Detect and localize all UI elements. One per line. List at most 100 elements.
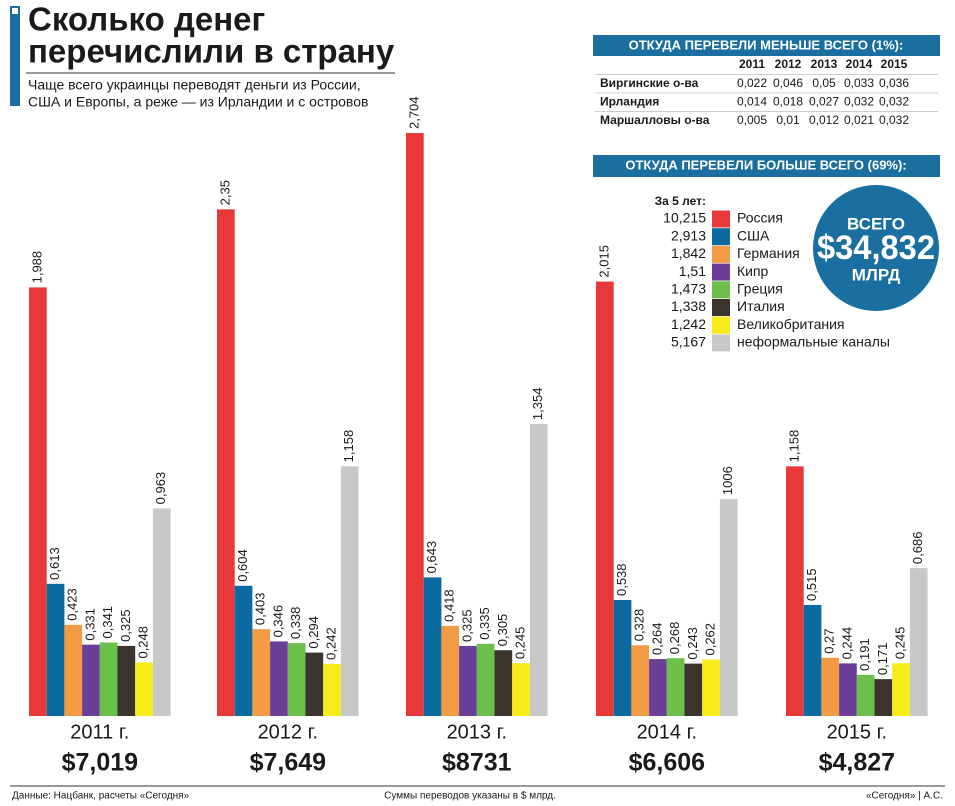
legend-band <box>593 155 940 177</box>
legend-caption: За 5 лет: <box>655 194 706 208</box>
legend-total: 1,842 <box>671 245 706 261</box>
total-unit: МЛРД <box>852 265 900 284</box>
legend-total: 2,913 <box>671 227 706 243</box>
category-total: $7,019 <box>62 749 138 777</box>
table-title: ОТКУДА ПЕРЕВЕЛИ МЕНЬШЕ ВСЕГО (1%): <box>629 37 904 52</box>
table-row-name: Маршалловы о-ва <box>600 113 710 127</box>
table-band <box>593 35 940 56</box>
bar <box>719 499 738 716</box>
value-label: 0,604 <box>235 549 250 582</box>
value-label: 0,643 <box>424 541 439 574</box>
value-label: 0,325 <box>118 609 133 642</box>
value-label: 2,704 <box>406 96 421 129</box>
value-label: 1,988 <box>29 251 44 284</box>
value-label: 0,341 <box>100 606 115 639</box>
legend-swatch <box>712 316 730 334</box>
bar <box>46 583 65 716</box>
subtitle-line: США и Европы, а реже — из Ирландии и с о… <box>28 94 368 110</box>
value-label: 0,242 <box>323 627 338 660</box>
value-label: 0,331 <box>82 608 97 641</box>
bar <box>305 652 324 716</box>
bar <box>406 133 424 717</box>
table-cell: 0,036 <box>879 76 909 90</box>
value-label: 0,538 <box>614 563 629 596</box>
table-col-header: 2012 <box>775 57 802 71</box>
legend-swatch <box>712 281 730 299</box>
bar <box>613 600 632 716</box>
table-cell: 0,033 <box>844 76 874 90</box>
value-label: 0,963 <box>153 472 168 505</box>
bar <box>892 663 910 716</box>
value-label: 2,35 <box>217 180 232 205</box>
legend-total: 1,473 <box>671 281 706 297</box>
bar <box>529 424 548 716</box>
bar <box>494 650 513 716</box>
legend-label: Греция <box>737 281 783 297</box>
legend-label: Италия <box>737 298 785 314</box>
value-label: 0,418 <box>442 589 457 622</box>
value-label: 1,158 <box>786 430 801 463</box>
title-line: Сколько денег <box>28 1 265 38</box>
bar <box>666 658 685 716</box>
legend-label: Кипр <box>737 263 769 279</box>
bar <box>476 643 495 716</box>
value-label: 0,268 <box>667 622 682 655</box>
value-label: 1,158 <box>341 430 356 463</box>
value-label: 0,262 <box>702 623 717 656</box>
legend-label: Великобритания <box>737 316 845 332</box>
bar <box>117 645 136 716</box>
value-label: 0,171 <box>875 643 890 676</box>
legend-total: 1,51 <box>679 263 706 279</box>
bar <box>323 663 341 716</box>
legend-total: 10,215 <box>663 210 706 226</box>
accent-square <box>12 8 18 14</box>
bar <box>217 209 235 716</box>
value-label: 0,346 <box>270 605 285 638</box>
total-caption: ВСЕГО <box>847 214 905 233</box>
bar <box>64 624 83 716</box>
table-cell: 0,018 <box>773 95 803 109</box>
bar <box>287 643 306 716</box>
category-label: 2011 г. <box>70 721 129 743</box>
table-cell: 0,01 <box>776 113 800 127</box>
bar <box>702 659 720 716</box>
legend-total: 1,242 <box>671 316 706 332</box>
bar <box>152 508 171 716</box>
bar <box>459 645 477 716</box>
bar <box>684 663 703 716</box>
title-line: перечислили в страну <box>28 33 395 70</box>
legend-swatch <box>712 299 730 316</box>
bar <box>82 644 100 716</box>
table-cell: 0,027 <box>809 95 839 109</box>
bar <box>786 466 804 716</box>
category-label: 2014 г. <box>637 721 697 743</box>
bar <box>856 674 875 716</box>
bar <box>99 642 118 716</box>
table-col-header: 2014 <box>846 57 873 71</box>
value-label: 0,244 <box>839 627 854 660</box>
bar <box>512 663 530 716</box>
bar <box>631 645 650 716</box>
bar <box>252 629 271 716</box>
table-row-name: Ирландия <box>600 95 659 109</box>
bar <box>649 659 667 716</box>
value-label: 0,248 <box>135 626 150 659</box>
table-cell: 0,022 <box>737 76 767 90</box>
category-total: $4,827 <box>819 749 895 777</box>
table-cell: 0,012 <box>809 113 839 127</box>
category-label: 2013 г. <box>447 721 507 743</box>
total-circle <box>813 185 939 311</box>
value-label: 0,423 <box>65 588 80 621</box>
value-label: 0,191 <box>857 638 872 671</box>
table-cell: 0,021 <box>844 113 874 127</box>
table-row-name: Виргинские о-ва <box>600 76 699 90</box>
table-col-header: 2015 <box>881 57 908 71</box>
value-label: 0,515 <box>804 568 819 601</box>
table-col-header: 2011 <box>739 57 765 71</box>
value-label: 0,243 <box>685 627 700 660</box>
category-total: $7,649 <box>250 749 326 777</box>
bar <box>270 641 288 716</box>
value-label: 0,325 <box>459 609 474 642</box>
table-cell: 0,014 <box>737 95 767 109</box>
